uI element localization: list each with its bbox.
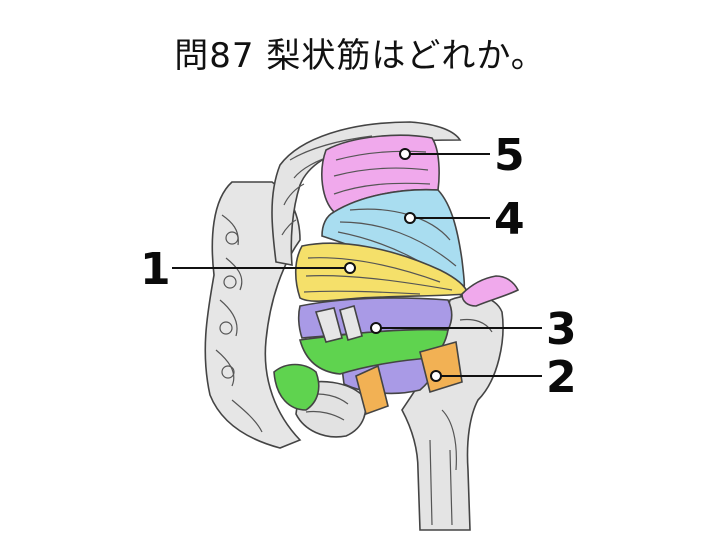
tendon-strip-2	[339, 305, 363, 341]
femur-bone	[401, 294, 504, 531]
leader-dot-1	[344, 262, 356, 274]
callout-1: 1	[140, 244, 171, 295]
muscle-1	[294, 242, 470, 302]
leader-dot-4	[404, 212, 416, 224]
tendon-tab	[461, 275, 520, 307]
callout-3: 3	[546, 304, 577, 355]
leader-dot-3	[370, 322, 382, 334]
callout-5: 5	[494, 130, 525, 181]
callout-4: 4	[494, 194, 525, 245]
callout-2: 2	[546, 352, 577, 403]
muscle-3-green-lower	[273, 363, 320, 411]
leader-dot-2	[430, 370, 442, 382]
tendon-strip	[314, 307, 343, 343]
leader-dot-5	[399, 148, 411, 160]
question-title: 問87 梨状筋はどれか。	[174, 36, 546, 76]
muscle-2	[419, 340, 463, 394]
muscle-2-lower	[355, 364, 389, 416]
